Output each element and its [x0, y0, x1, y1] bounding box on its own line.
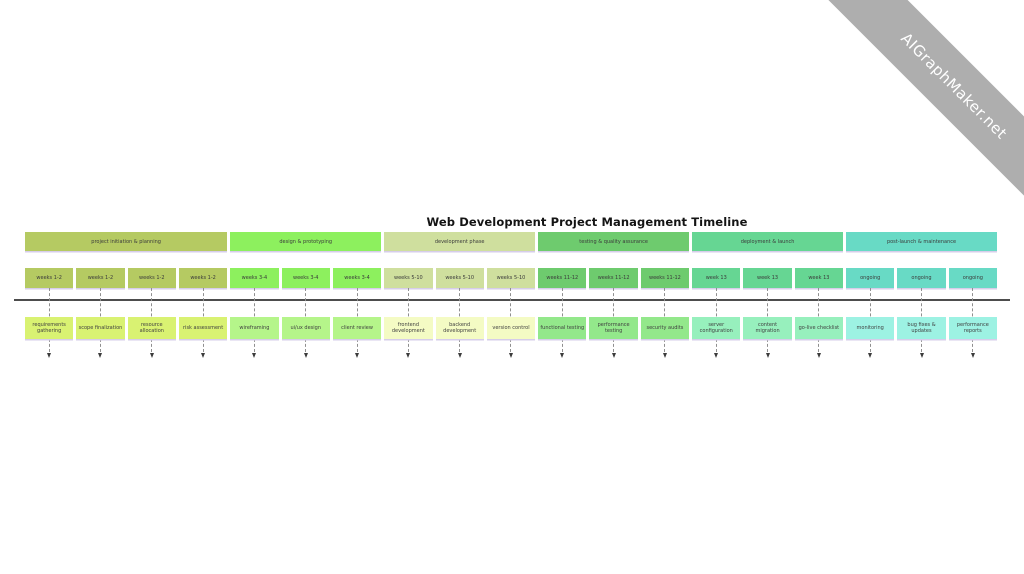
down-arrow-icon	[508, 353, 513, 358]
week-cell: weeks 11-12	[589, 268, 638, 288]
down-arrow-icon	[765, 353, 770, 358]
task-cell: version control	[486, 317, 536, 339]
week-cell: weeks 1-2	[76, 268, 125, 288]
down-arrow-icon	[406, 353, 411, 358]
timeline-diagram: project initiation & planning design & pr…	[14, 232, 1010, 367]
phase-bar: deployment & launch	[692, 232, 844, 251]
down-arrow-icon	[868, 353, 873, 358]
week-cell: ongoing	[948, 268, 997, 288]
down-arrow-icon	[714, 353, 719, 358]
task-cell: risk assessment	[178, 317, 228, 339]
week-cell: week 13	[692, 268, 741, 288]
phase-bar: testing & quality assurance	[538, 232, 690, 251]
down-arrow-icon	[611, 353, 616, 358]
task-cell: functional testing	[538, 317, 587, 339]
down-arrow-icon	[816, 353, 821, 358]
week-cell: weeks 11-12	[640, 268, 690, 288]
phase-row: project initiation & planning design & pr…	[25, 232, 997, 251]
week-cell: week 13	[743, 268, 792, 288]
down-arrow-icon	[457, 353, 462, 358]
phase-bar: design & prototyping	[230, 232, 382, 251]
task-cell: wireframing	[230, 317, 279, 339]
down-arrow-icon	[303, 353, 308, 358]
down-arrow-icon	[201, 353, 206, 358]
phase-bar: development phase	[384, 232, 536, 251]
task-cell: performance reports	[948, 317, 997, 339]
down-arrow-icon	[662, 353, 667, 358]
task-cell: frontend development	[384, 317, 433, 339]
week-cell: week 13	[794, 268, 844, 288]
down-arrow-icon	[252, 353, 257, 358]
week-cell: weeks 3-4	[230, 268, 279, 288]
task-cell: performance testing	[589, 317, 638, 339]
down-arrow-icon	[149, 353, 154, 358]
week-cell: weeks 1-2	[127, 268, 176, 288]
task-cell: monitoring	[846, 317, 895, 339]
task-cell: server configuration	[692, 317, 741, 339]
week-cell: weeks 3-4	[281, 268, 330, 288]
task-cell: content migration	[743, 317, 792, 339]
week-cell: ongoing	[846, 268, 895, 288]
task-cell: client review	[332, 317, 382, 339]
watermark-text: AIGraphMaker.net	[897, 29, 1011, 143]
down-arrow-icon	[355, 353, 360, 358]
watermark-corner: AIGraphMaker.net	[784, 0, 1024, 200]
week-cell: weeks 5-10	[486, 268, 536, 288]
week-cell: weeks 3-4	[332, 268, 382, 288]
task-cell: bug fixes & updates	[897, 317, 946, 339]
task-cell: security audits	[640, 317, 690, 339]
timeline-axis	[14, 299, 1010, 301]
week-row: weeks 1-2 weeks 1-2 weeks 1-2 weeks 1-2 week…	[25, 268, 997, 288]
down-arrow-icon	[47, 353, 52, 358]
task-cell: ui/ux design	[281, 317, 330, 339]
task-cell: go-live checklist	[794, 317, 844, 339]
task-cell: scope finalization	[76, 317, 125, 339]
week-cell: weeks 11-12	[538, 268, 587, 288]
watermark-ribbon: AIGraphMaker.net	[821, 0, 1024, 200]
week-cell: weeks 1-2	[25, 268, 74, 288]
week-cell: weeks 5-10	[435, 268, 484, 288]
week-cell: weeks 1-2	[178, 268, 228, 288]
page-title: Web Development Project Management Timel…	[426, 215, 748, 229]
down-arrow-icon	[970, 353, 975, 358]
week-cell: weeks 5-10	[384, 268, 433, 288]
down-arrow-icon	[560, 353, 565, 358]
task-cell: resource allocation	[127, 317, 176, 339]
task-cell: requirements gathering	[25, 317, 74, 339]
week-cell: ongoing	[897, 268, 946, 288]
task-row: requirements gathering scope finalization…	[25, 317, 997, 339]
phase-bar: project initiation & planning	[25, 232, 228, 251]
task-cell: backend development	[435, 317, 484, 339]
phase-bar: post-launch & maintenance	[846, 232, 997, 251]
down-arrow-icon	[98, 353, 103, 358]
down-arrow-icon	[919, 353, 924, 358]
